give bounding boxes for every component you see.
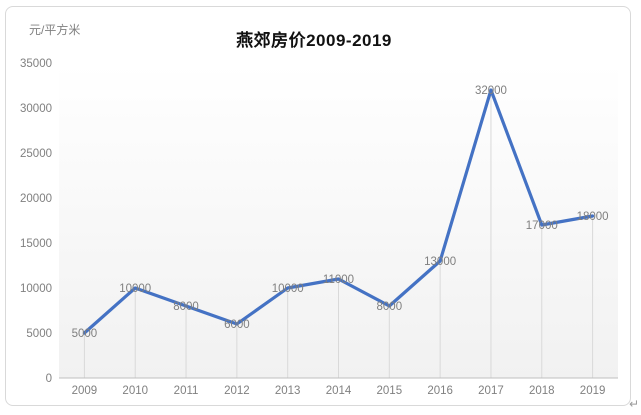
y-axis-tick-label: 15000 [20,238,52,250]
data-point-label: 8000 [377,301,403,313]
x-axis-tick-label: 2013 [275,385,301,397]
y-axis-unit-label: 元/平方米 [29,23,81,37]
data-point-label: 10000 [272,283,304,295]
data-point-label: 32000 [475,85,507,97]
data-point-label: 6000 [224,319,250,331]
x-axis-tick-label: 2014 [326,385,352,397]
x-axis-tick-label: 2019 [580,385,606,397]
x-axis-tick-label: 2009 [72,385,98,397]
paragraph-return-mark: ↵ [628,397,639,411]
data-point-label: 8000 [173,301,199,313]
y-axis-tick-label: 35000 [20,58,52,70]
y-axis-tick-label: 0 [46,373,52,385]
x-axis-tick-label: 2017 [478,385,504,397]
x-axis-tick-label: 2011 [174,385,199,397]
y-axis-tick-label: 30000 [20,103,52,115]
data-point-label: 18000 [577,211,609,223]
chart-title: 燕郊房价2009-2019 [236,31,392,50]
data-point-label: 11000 [323,274,354,286]
y-axis-tick-label: 25000 [20,148,52,160]
data-point-label: 5000 [72,328,98,340]
x-axis-tick-label: 2010 [122,385,148,397]
y-axis-tick-label: 5000 [26,328,52,340]
y-axis-tick-label: 20000 [20,193,52,205]
price-line-series [82,88,595,335]
data-point-label: 17000 [526,220,558,232]
data-point-label: 13000 [424,256,456,268]
x-axis-tick-label: 2015 [377,385,403,397]
x-axis-tick-label: 2012 [224,385,250,397]
data-point-label: 10000 [119,283,151,295]
x-axis-tick-label: 2016 [427,385,453,397]
y-axis-tick-label: 10000 [20,283,52,295]
x-axis-tick-label: 2018 [529,385,555,397]
